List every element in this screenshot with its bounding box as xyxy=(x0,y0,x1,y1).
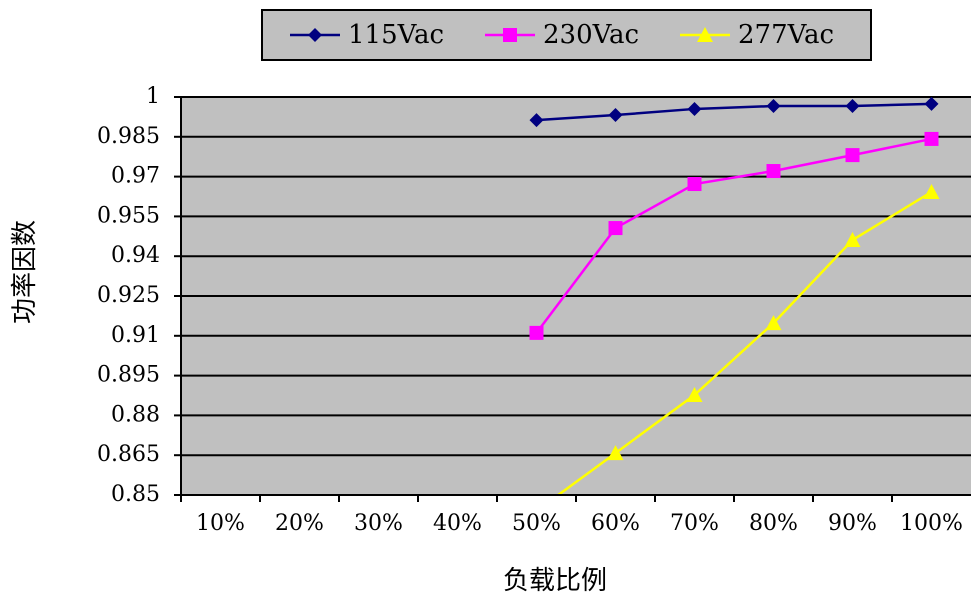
series-layer xyxy=(529,97,940,495)
legend xyxy=(261,9,872,61)
y-tick-label: 0.88 xyxy=(111,402,160,427)
y-tick-label: 0.865 xyxy=(97,442,160,467)
data-point xyxy=(766,99,781,114)
data-point xyxy=(844,232,861,248)
x-tick-label: 50% xyxy=(512,511,561,536)
data-point xyxy=(923,183,940,199)
legend-marker xyxy=(308,28,322,42)
data-point xyxy=(687,101,702,116)
y-tick-label: 0.895 xyxy=(97,363,160,388)
x-axis-title: 负载比例 xyxy=(503,566,607,596)
data-point xyxy=(845,99,860,114)
x-tick-label: 80% xyxy=(749,511,798,536)
x-tick-label: 70% xyxy=(670,511,719,536)
x-tick-label: 60% xyxy=(591,511,640,536)
data-point xyxy=(607,445,624,461)
legend-label: 115Vac xyxy=(348,20,444,50)
legend-label: 277Vac xyxy=(738,20,834,50)
y-tick-label: 0.985 xyxy=(97,124,160,149)
x-tick-label: 30% xyxy=(354,511,403,536)
series-line xyxy=(535,137,932,334)
data-point xyxy=(608,108,623,123)
data-point xyxy=(608,221,623,236)
legend-label: 230Vac xyxy=(543,20,639,50)
data-point xyxy=(845,148,860,163)
y-tick-label: 1 xyxy=(146,84,160,109)
legend-marker xyxy=(697,27,713,42)
y-tick-label: 0.925 xyxy=(97,283,160,308)
x-tick-label: 100% xyxy=(900,511,963,536)
data-point xyxy=(529,113,544,128)
legend-marker xyxy=(503,28,517,42)
data-point xyxy=(924,131,939,146)
data-point xyxy=(924,97,939,111)
data-point xyxy=(529,325,544,340)
y-tick-label: 0.85 xyxy=(111,482,160,507)
data-point xyxy=(687,177,702,192)
series-line xyxy=(556,190,933,495)
y-tick-label: 0.97 xyxy=(111,164,160,189)
data-point xyxy=(686,386,703,402)
x-tick-label: 90% xyxy=(828,511,877,536)
y-axis-title: 功率因数 xyxy=(10,220,40,324)
y-tick-label: 0.91 xyxy=(111,323,160,348)
x-tick-label: 20% xyxy=(275,511,324,536)
x-tick-label: 40% xyxy=(433,511,482,536)
data-point xyxy=(765,315,782,331)
y-tick-label: 0.955 xyxy=(97,203,160,228)
data-point xyxy=(766,164,781,179)
y-tick-label: 0.94 xyxy=(111,243,160,268)
x-tick-label: 10% xyxy=(196,511,245,536)
series-line xyxy=(536,102,932,122)
